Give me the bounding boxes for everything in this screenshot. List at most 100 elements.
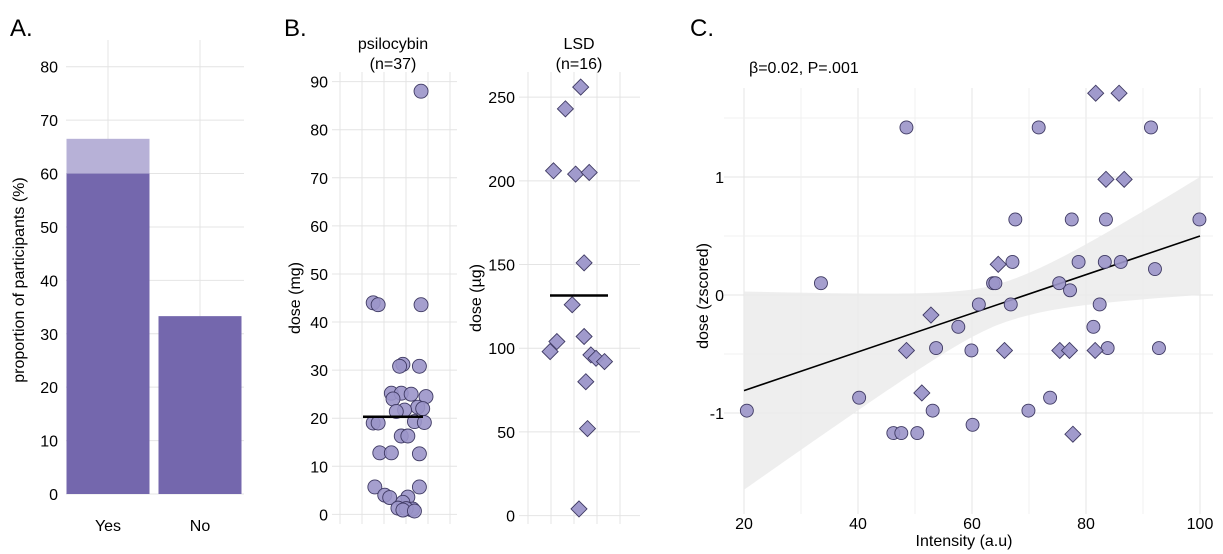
data-point-circle — [971, 297, 986, 312]
y-tick-label: 60 — [310, 219, 328, 236]
x-tick-label: No — [190, 518, 211, 535]
bar-yes — [66, 173, 150, 494]
y-tick-label: 60 — [40, 167, 58, 184]
data-point-diamond — [1060, 341, 1079, 360]
y-tick-label: 80 — [310, 123, 328, 140]
data-point-diamond — [548, 332, 566, 351]
panel-a-x-ticks: Yes No — [95, 518, 210, 535]
data-point-circle — [1144, 120, 1158, 135]
data-point-circle — [925, 403, 940, 418]
y-tick-label: 20 — [40, 380, 58, 397]
data-point-diamond — [995, 341, 1014, 360]
data-point-circle — [951, 319, 966, 334]
data-point-diamond — [580, 163, 598, 182]
y-tick-label: 0 — [506, 509, 515, 526]
data-point-circle — [413, 297, 429, 313]
data-point-circle — [413, 83, 429, 99]
data-point-circle — [382, 490, 398, 506]
x-tick-label: 80 — [1077, 516, 1095, 533]
data-point-circle — [367, 479, 383, 495]
data-point-circle — [929, 341, 944, 356]
panel-c-plot: 20 40 60 80 100 -1 0 1 — [710, 84, 1213, 533]
data-point-diamond — [1097, 170, 1115, 188]
data-point-circle — [1192, 212, 1207, 227]
data-point-diamond — [572, 78, 590, 96]
panel-c-x-axis-label: Intensity (a.u) — [916, 533, 1013, 550]
y-tick-label: 40 — [40, 273, 58, 290]
data-point-circle — [403, 386, 419, 402]
y-tick-label: 0 — [49, 487, 58, 504]
y-tick-label: -1 — [710, 406, 724, 423]
panel-c-stats-annotation: β=0.02, P=.001 — [749, 60, 859, 77]
data-point-circle — [415, 401, 431, 417]
y-tick-label: 0 — [715, 288, 724, 305]
data-point-circle — [1031, 120, 1046, 135]
data-point-circle — [388, 404, 404, 419]
data-point-circle — [1063, 283, 1077, 298]
data-point-circle — [965, 417, 980, 432]
y-tick-label: 20 — [310, 411, 328, 428]
data-point-circle — [1098, 212, 1113, 227]
y-tick-label: 40 — [310, 315, 328, 332]
x-tick-label: 20 — [735, 516, 753, 533]
y-tick-label: 50 — [40, 220, 58, 237]
strip-title-line: LSD — [563, 36, 594, 53]
data-point-diamond — [566, 165, 585, 183]
panel-a-label: A. — [10, 15, 33, 42]
data-point-circle — [739, 403, 754, 418]
data-point-diamond — [570, 500, 588, 518]
data-point-diamond — [595, 352, 614, 371]
data-point-circle — [1100, 341, 1115, 356]
data-point-diamond — [556, 100, 575, 118]
y-tick-label: 50 — [497, 425, 515, 442]
y-axis-label: dose (µg) — [468, 264, 485, 332]
data-point-diamond — [1064, 425, 1082, 443]
data-point-circle — [1152, 341, 1166, 356]
y-tick-label: 90 — [310, 75, 328, 92]
data-point-diamond — [544, 162, 563, 180]
data-point-circle — [1021, 403, 1036, 418]
y-tick-label: 30 — [40, 327, 58, 344]
data-point-circle — [370, 415, 386, 431]
data-point-circle — [894, 426, 909, 441]
data-point-circle — [370, 297, 386, 313]
y-tick-label: 10 — [40, 434, 58, 451]
x-tick-label: Yes — [95, 518, 121, 535]
y-tick-label: 50 — [310, 267, 328, 284]
data-point-circle — [814, 276, 828, 291]
data-point-diamond — [897, 341, 916, 360]
y-tick-label: 70 — [310, 171, 328, 188]
strip-title-line: (n=37) — [370, 56, 417, 73]
data-point-circle — [1003, 297, 1018, 312]
bar-no — [158, 316, 242, 494]
data-point-circle — [385, 391, 401, 407]
data-point-diamond — [578, 419, 597, 438]
data-point-diamond — [922, 306, 940, 324]
panel-c-label: C. — [690, 15, 714, 42]
data-point-circle — [964, 343, 979, 358]
data-point-diamond — [1087, 84, 1105, 102]
data-point-circle — [1008, 212, 1023, 227]
y-tick-label: 0 — [319, 507, 328, 524]
data-point-circle — [1148, 262, 1162, 276]
panel-b: B. 0 10 20 30 40 50 60 70 80 90 psilocybin (n=37) do… — [284, 15, 640, 526]
data-point-diamond — [575, 254, 593, 272]
data-point-circle — [392, 358, 408, 374]
data-point-circle — [899, 120, 914, 135]
data-point-diamond — [563, 296, 581, 314]
data-point-circle — [407, 503, 422, 519]
data-point-circle — [1052, 276, 1067, 291]
data-point-circle — [411, 358, 427, 374]
data-point-diamond — [577, 373, 595, 391]
data-point-circle — [1064, 212, 1079, 227]
data-point-diamond — [989, 255, 1007, 273]
strip-title-line: psilocybin — [358, 36, 428, 53]
y-tick-label: 10 — [310, 459, 328, 476]
panel-c-y-axis-label: dose (zscored) — [695, 243, 712, 349]
data-point-diamond — [1110, 84, 1128, 102]
panel-a-y-axis-label: proportion of participants (%) — [11, 177, 28, 382]
panel-b-label: B. — [284, 15, 307, 42]
panel-a-y-ticks: 0 10 20 30 40 50 60 70 80 — [40, 60, 58, 504]
data-point-circle — [416, 415, 432, 430]
